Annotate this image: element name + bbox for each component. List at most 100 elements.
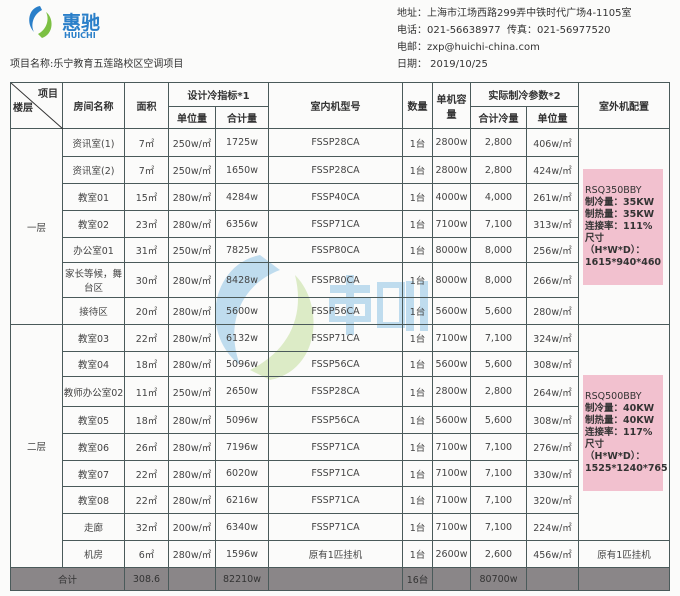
- actual-total: 2,800: [470, 128, 527, 157]
- capacity: 5600w: [432, 297, 471, 325]
- room: 走廊: [62, 513, 125, 541]
- room: 教室04: [62, 351, 125, 377]
- room: 教室06: [62, 433, 125, 461]
- design-total: 5600w: [215, 297, 269, 325]
- capacity: 2800w: [432, 376, 471, 407]
- area: 15㎡: [124, 183, 169, 211]
- capacity: 5600w: [432, 351, 471, 377]
- indoor-model: FSSP71CA: [268, 210, 403, 238]
- header-unit: 单位量: [168, 106, 216, 129]
- design-unit: 280w/㎡: [168, 210, 216, 238]
- actual-total: 5,600: [470, 406, 527, 434]
- actual-total: 2,800: [470, 376, 527, 407]
- ac-config-table: 项目 楼层 房间名称 面积 设计冷指标*1 室内机型号 数量 单机容量 实际制冷…: [10, 82, 670, 591]
- table-row: 一层 资讯室(1) 7㎡ 250w/㎡ 1725w FSSP28CA 1台 2800w 2,80…: [10, 128, 670, 325]
- indoor-model: FSSP71CA: [268, 486, 403, 514]
- actual-total: 8,000: [470, 237, 527, 263]
- header-design: 设计冷指标*1: [168, 82, 269, 107]
- actual-unit: 224w/㎡: [526, 513, 579, 541]
- indoor-model: FSSP71CA: [268, 324, 403, 352]
- actual-total: 2,800: [470, 156, 527, 184]
- header-area: 面积: [124, 82, 169, 129]
- design-total: 2650w: [215, 376, 269, 407]
- table-row: 家长等候，舞台区 30㎡ 280w/㎡ 8428w FSSP80CA 1台 8000w 8,0…: [11, 262, 670, 298]
- outdoor-spec-line: 连接率：111%: [585, 220, 653, 232]
- header-capacity: 单机容量: [432, 82, 471, 129]
- actual-unit: 280w/㎡: [526, 297, 579, 325]
- indoor-model: FSSP56CA: [268, 297, 403, 325]
- design-total: 6216w: [215, 486, 269, 514]
- area: 20㎡: [124, 297, 169, 325]
- design-total: 6020w: [215, 460, 269, 487]
- address: 地址：上海市江场西路299弄中铁时代广场4-1105室: [397, 8, 632, 19]
- indoor-model: FSSP28CA: [268, 156, 403, 184]
- outdoor-spec-line: RSQ500BBY: [585, 390, 642, 402]
- design-unit: 280w/㎡: [168, 351, 216, 377]
- design-unit: 280w/㎡: [168, 433, 216, 461]
- qty: 1台: [402, 324, 433, 352]
- room: 教师办公室02: [62, 376, 125, 407]
- actual-total: 5,600: [470, 351, 527, 377]
- table-row: 教室06 26㎡ 280w/㎡ 7196w FSSP71CA 1台 7100w 7,100 27…: [11, 433, 670, 461]
- table-row: 教室08 22㎡ 280w/㎡ 6216w FSSP71CA 1台 7100w 7,100 32…: [11, 486, 670, 514]
- actual-unit: 264w/㎡: [526, 376, 579, 407]
- floor-label: 二层: [10, 324, 63, 568]
- design-total: 5096w: [215, 406, 269, 434]
- header-actual-total: 合计冷量: [470, 106, 527, 129]
- header-model: 室内机型号: [268, 82, 403, 129]
- diagonal-line-icon: [11, 83, 63, 129]
- qty: 1台: [402, 351, 433, 377]
- qty: 1台: [402, 156, 433, 184]
- actual-total: 2,600: [470, 540, 527, 568]
- qty: 1台: [402, 128, 433, 157]
- outdoor-spec-line: 尺寸（H*W*D）：: [585, 232, 646, 256]
- room: 教室02: [62, 210, 125, 238]
- qty: 1台: [402, 406, 433, 434]
- capacity: 2800w: [432, 156, 471, 184]
- header-diagonal-cell: 项目 楼层: [10, 82, 63, 129]
- header-actual: 实际制冷参数*2: [470, 82, 579, 107]
- qty: 1台: [402, 297, 433, 325]
- outdoor-spec-line: RSQ350BBY: [585, 184, 642, 196]
- outdoor-spec-box: RSQ500BBY 制冷量：40KW 制热量：40KW 连接率：117% 尺寸（H*W*…: [583, 374, 668, 491]
- actual-total: 8,000: [470, 262, 527, 298]
- total-empty: [268, 567, 403, 591]
- date: 日期： 2019/10/25: [397, 59, 488, 70]
- table-row: 资讯室(2) 7㎡ 250w/㎡ 1650w FSSP28CA 1台 2800w 2,800 4…: [11, 156, 670, 184]
- table-row: 教室05 18㎡ 280w/㎡ 5096w FSSP56CA 1台 5600w 5,600 30…: [11, 406, 670, 434]
- room: 教室03: [62, 324, 125, 352]
- room: 教室07: [62, 460, 125, 487]
- design-total: 6132w: [215, 324, 269, 352]
- actual-unit: 266w/㎡: [526, 262, 579, 298]
- indoor-model: FSSP28CA: [268, 376, 403, 407]
- table-row: 教室04 18㎡ 280w/㎡ 5096w FSSP56CA 1台 5600w 5,600 30…: [11, 351, 670, 377]
- design-unit: 200w/㎡: [168, 513, 216, 541]
- header-room: 房间名称: [62, 82, 125, 129]
- outdoor-unit-config: 原有1匹挂机: [578, 540, 670, 568]
- design-total: 8428w: [215, 262, 269, 298]
- outdoor-spec-line: 制热量：40KW: [585, 414, 655, 426]
- capacity: 7100w: [432, 486, 471, 514]
- design-unit: 250w/㎡: [168, 128, 216, 157]
- area: 22㎡: [124, 486, 169, 514]
- area: 23㎡: [124, 210, 169, 238]
- total-empty: [432, 567, 471, 591]
- capacity: 8000w: [432, 237, 471, 263]
- total-label: 合计: [10, 567, 125, 591]
- room: 机房: [62, 540, 125, 568]
- table-row: 教师办公室02 11㎡ 250w/㎡ 2650w FSSP28CA 1台 2800w 2,80…: [11, 376, 670, 407]
- capacity: 5600w: [432, 406, 471, 434]
- indoor-model: FSSP40CA: [268, 183, 403, 211]
- indoor-model: FSSP28CA: [268, 128, 403, 157]
- total-empty: [168, 567, 216, 591]
- total-qty: 16台: [402, 567, 433, 591]
- design-unit: 250w/㎡: [168, 237, 216, 263]
- total-row: 合计 308.6 82210w 16台 80700w: [10, 567, 670, 591]
- table-row: 办公室01 31㎡ 250w/㎡ 7825w FSSP80CA 1台 8000w 8,000 2…: [11, 237, 670, 263]
- design-total: 1650w: [215, 156, 269, 184]
- indoor-model: 原有1匹挂机: [268, 540, 403, 568]
- qty: 1台: [402, 540, 433, 568]
- indoor-model: FSSP80CA: [268, 237, 403, 263]
- actual-total: 7,100: [470, 324, 527, 352]
